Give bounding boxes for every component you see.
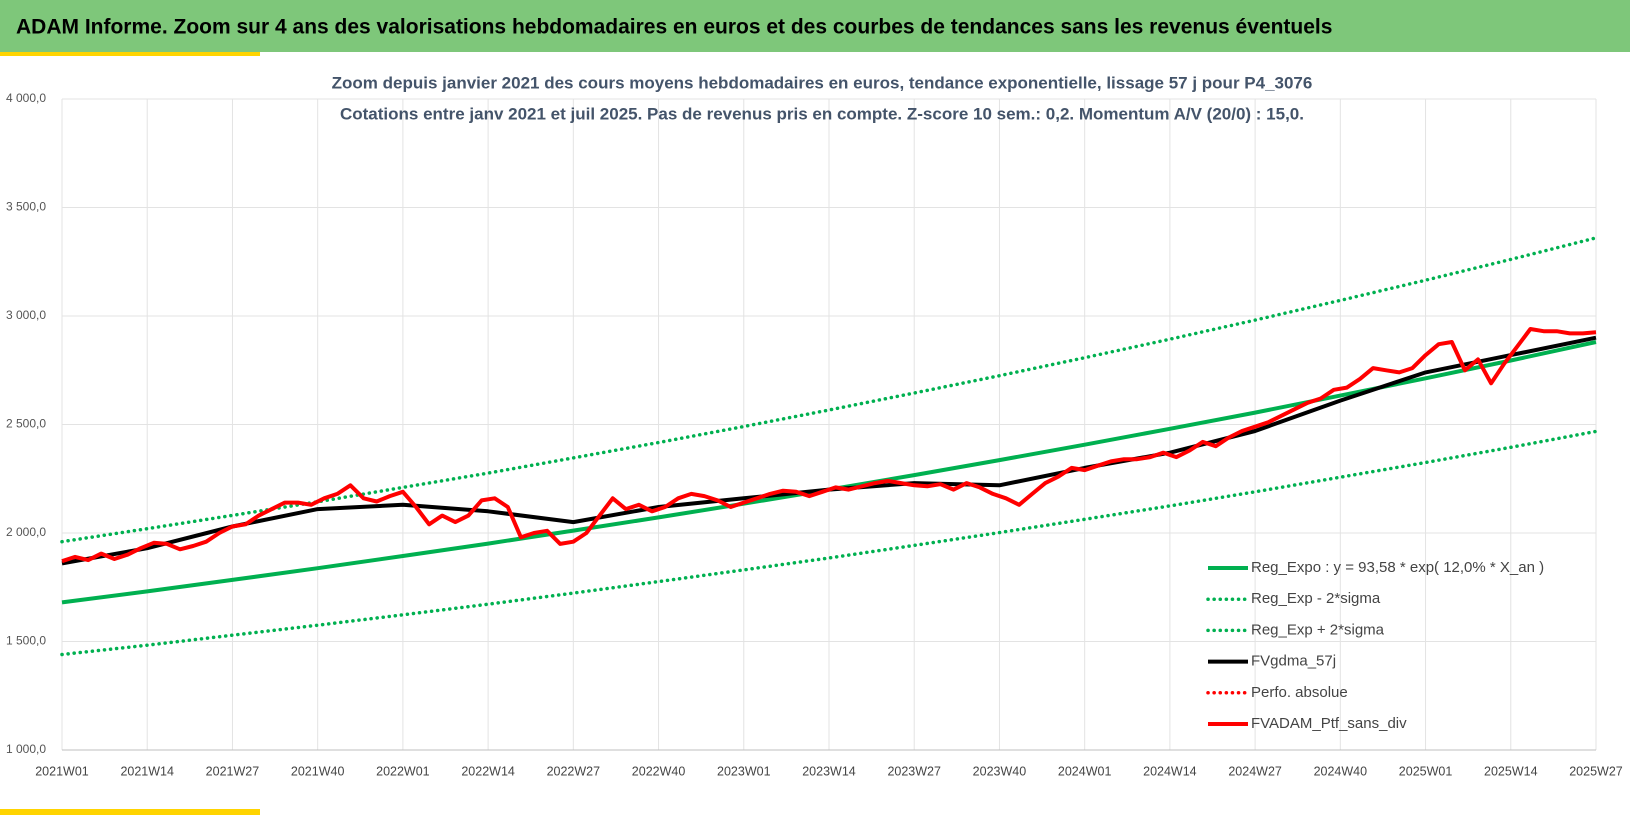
- x-tick-label: 2025W01: [1399, 764, 1453, 778]
- y-tick-label: 2 500,0: [6, 417, 46, 431]
- x-tick-label: 2023W01: [717, 764, 771, 778]
- y-tick-label: 4 000,0: [6, 91, 46, 105]
- x-tick-label: 2024W01: [1058, 764, 1112, 778]
- series-line: [60, 429, 1598, 657]
- x-tick-label: 2024W40: [1314, 764, 1368, 778]
- x-tick-label: 2022W27: [547, 764, 601, 778]
- y-tick-label: 1 500,0: [6, 634, 46, 648]
- y-tick-label: 2 000,0: [6, 525, 46, 539]
- x-tick-label: 2023W40: [973, 764, 1027, 778]
- y-tick-label: 1 000,0: [6, 742, 46, 756]
- accent: [0, 52, 260, 56]
- header-bar: [0, 0, 1630, 52]
- y-tick-label: 3 000,0: [6, 308, 46, 322]
- x-tick-label: 2025W27: [1569, 764, 1623, 778]
- legend-label: FVADAM_Ptf_sans_div: [1251, 715, 1407, 732]
- x-tick-label: 2024W14: [1143, 764, 1197, 778]
- accent: [0, 809, 260, 815]
- chart-title: Zoom depuis janvier 2021 des cours moyen…: [332, 73, 1313, 92]
- legend-label: Reg_Exp - 2*sigma: [1251, 590, 1381, 607]
- x-tick-label: 2021W14: [120, 764, 174, 778]
- series-line: [61, 327, 1597, 564]
- y-tick-label: 3 500,0: [6, 200, 46, 214]
- legend-label: FVgdma_57j: [1251, 653, 1336, 670]
- x-tick-label: 2023W27: [887, 764, 941, 778]
- legend-label: Reg_Expo : y = 93,58 * exp( 12,0% * X_an…: [1251, 559, 1544, 576]
- legend-label: Reg_Exp + 2*sigma: [1251, 621, 1385, 638]
- x-tick-label: 2024W27: [1228, 764, 1282, 778]
- legend-label: Perfo. absolue: [1251, 684, 1348, 701]
- x-tick-label: 2022W14: [461, 764, 515, 778]
- x-tick-label: 2022W01: [376, 764, 430, 778]
- chart-subtitle: Cotations entre janv 2021 et juil 2025. …: [340, 104, 1304, 123]
- x-tick-label: 2021W27: [206, 764, 260, 778]
- x-tick-label: 2023W14: [802, 764, 856, 778]
- x-tick-label: 2021W01: [35, 764, 89, 778]
- x-tick-label: 2025W14: [1484, 764, 1538, 778]
- x-tick-label: 2022W40: [632, 764, 686, 778]
- page-title: ADAM Informe. Zoom sur 4 ans des valoris…: [16, 16, 1332, 39]
- x-tick-label: 2021W40: [291, 764, 345, 778]
